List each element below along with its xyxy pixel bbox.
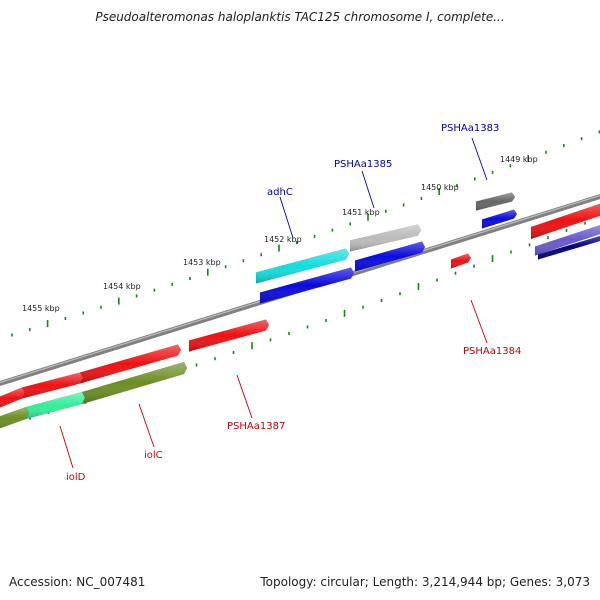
leader-line — [236, 374, 253, 419]
gene-features — [0, 192, 600, 429]
leader-line — [470, 299, 488, 344]
gene-bar-adhc-shading — [256, 248, 349, 284]
gene-bar-pshaa1385-top-shading — [350, 224, 421, 252]
gene-label-pshaa1383[interactable]: PSHAa1383 — [441, 123, 499, 134]
gene-bar-pshaa1384-shading — [451, 253, 471, 269]
leader-line — [59, 425, 74, 469]
gene-bar-iolc-shading — [82, 362, 187, 404]
gene-bar-adhc-lower-shading — [260, 267, 354, 304]
gene-bar-left-red-shading — [0, 387, 25, 408]
gene-label-iolc[interactable]: iolC — [144, 450, 163, 461]
leader-line — [361, 170, 375, 209]
gene-bar-right-navy-shading — [538, 235, 600, 260]
ruler-label-1450: 1450 kbp — [421, 183, 459, 192]
gene-label-pshaa1385[interactable]: PSHAa1385 — [334, 159, 392, 170]
gene-bar-iolc-upper-shading — [80, 344, 181, 384]
map-title: Pseudoalteromonas haloplanktis TAC125 ch… — [95, 10, 505, 24]
ruler-label-1452: 1452 kbp — [264, 235, 302, 244]
gene-label-pshaa1384[interactable]: PSHAa1384 — [463, 346, 521, 357]
ruler-label-1451: 1451 kbp — [342, 208, 380, 217]
gene-bar-iold-upper-shading — [22, 372, 83, 399]
gene-label-pshaa1387[interactable]: PSHAa1387 — [227, 421, 285, 432]
gene-bar-left-olive-shading — [0, 407, 29, 429]
leader-line — [279, 196, 294, 239]
gene-bar-pshaa1383-top-shading — [476, 192, 515, 211]
gene-bar-right-red-shading — [531, 203, 600, 239]
gene-bar-right-slate-shading — [535, 225, 600, 256]
gene-label-adhc[interactable]: adhC — [267, 187, 293, 198]
ruler-label-1453: 1453 kbp — [183, 258, 221, 267]
leader-line — [471, 137, 488, 181]
ruler-label-1449: 1449 kbp — [500, 155, 538, 164]
label-leader-lines — [59, 137, 488, 469]
leader-line — [138, 403, 155, 448]
gene-bar-pshaa1387-shading — [189, 319, 269, 352]
gene-bar-iold-shading — [26, 392, 85, 419]
gene-bar-pshaa1385-shading — [355, 241, 425, 272]
gene-bar-pshaa1383-shading — [482, 209, 517, 229]
accession-text: Accession: NC_007481 — [9, 575, 146, 589]
ruler-label-1454: 1454 kbp — [103, 282, 141, 291]
genome-summary-text: Topology: circular; Length: 3,214,944 bp… — [260, 575, 590, 589]
ruler-label-1455: 1455 kbp — [22, 304, 60, 313]
gene-label-iold[interactable]: iolD — [66, 472, 86, 483]
